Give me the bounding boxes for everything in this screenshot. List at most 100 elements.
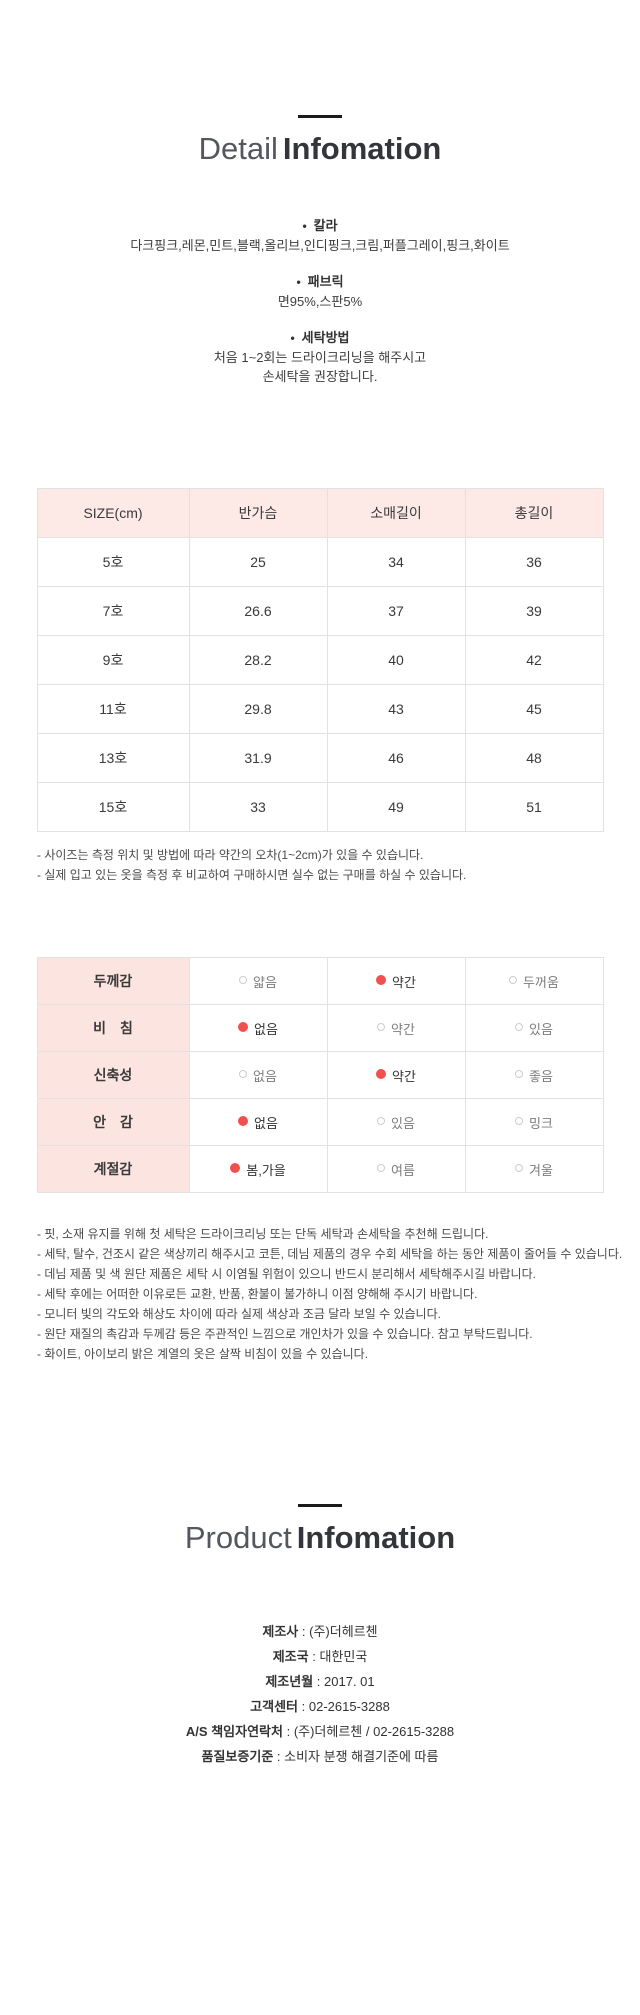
spec-label: 칼라 [0, 216, 640, 236]
size-table-cell: 25 [188, 537, 328, 587]
spec-label: 패브릭 [0, 272, 640, 292]
product-info-label: 제조국 [272, 1649, 309, 1664]
radio-unselected-icon [515, 1117, 524, 1125]
feature-option-cell: 없음 [188, 1051, 328, 1099]
product-info-value: 소비자 분쟁 해결기준에 따름 [284, 1749, 439, 1764]
product-info-line: 고객센터 : 02-2615-3288 [250, 1699, 390, 1714]
radio-selected-icon [238, 1116, 249, 1126]
size-table-row: 9호 28.2 40 42 [36, 635, 604, 685]
feature-row: 안 감 없음 있음 밍크 [36, 1098, 604, 1146]
feature-option-label: 좋음 [529, 1068, 553, 1084]
size-table-cell: 51 [464, 782, 604, 832]
feature-option-label: 있음 [391, 1115, 415, 1131]
feature-table-body: 두께감 얇음 약간 두꺼움 비 침 없음 약간 있음 신축성 없음 약간 좋음 안 감 없음 있음 밍크 계절감… [36, 957, 604, 1193]
feature-option-cell: 약간 [326, 957, 466, 1005]
size-table-cell: 29.8 [188, 684, 328, 734]
size-table-cell: 11호 [36, 684, 190, 734]
feature-option-cell: 좋음 [464, 1051, 604, 1099]
feature-label-cell: 안 감 [36, 1098, 190, 1146]
feature-option-cell: 겨울 [464, 1145, 604, 1193]
feature-label-cell: 계절감 [36, 1145, 190, 1193]
feature-option-label: 약간 [392, 1068, 416, 1084]
feature-option-label: 없음 [254, 1115, 278, 1131]
size-table-cell: 26.6 [188, 586, 328, 636]
product-section-title: Product Infomation [0, 1519, 640, 1557]
size-table-header-row: SIZE(cm) 반가슴 소매길이 총길이 [36, 488, 604, 538]
feature-label-cell: 비 침 [36, 1004, 190, 1052]
feature-option-label: 없음 [253, 1068, 277, 1084]
size-table-cell: 48 [464, 733, 604, 783]
feature-table: 두께감 얇음 약간 두꺼움 비 침 없음 약간 있음 신축성 없음 약간 좋음 안 감 없음 있음 밍크 계절감… [36, 957, 604, 1193]
size-notes: - 사이즈는 측정 위치 및 방법에 따라 약간의 오차(1~2cm)가 있을 … [37, 845, 640, 885]
product-info-value: (주)더헤르첸 [309, 1624, 378, 1639]
size-table-cell: 46 [326, 733, 466, 783]
size-table-cell: 39 [464, 586, 604, 636]
radio-unselected-icon [509, 976, 518, 984]
care-notes: - 핏, 소재 유지를 위해 첫 세탁은 드라이크리닝 또는 단독 세탁과 손세… [37, 1224, 640, 1364]
size-table-cell: 13호 [36, 733, 190, 783]
radio-selected-icon [238, 1022, 249, 1032]
care-note-line: - 원단 재질의 촉감과 두께감 등은 주관적인 느낌으로 개인차가 있을 수 … [37, 1327, 533, 1341]
feature-row: 계절감 봄,가을 여름 겨울 [36, 1145, 604, 1193]
radio-selected-icon [376, 1069, 387, 1079]
size-table-cell: 42 [464, 635, 604, 685]
feature-option-cell: 있음 [326, 1098, 466, 1146]
detail-section-title: Detail Infomation [0, 130, 640, 168]
radio-unselected-icon [239, 1070, 248, 1078]
product-info-label: 품질보증기준 [201, 1749, 274, 1764]
spec-text: 면95%,스판5% [277, 294, 363, 309]
size-table-cell: 37 [326, 586, 466, 636]
detail-title-light: Detail [198, 131, 278, 166]
radio-unselected-icon [377, 1164, 386, 1172]
detail-section-divider [298, 115, 342, 118]
size-table-row: 13호 31.9 46 48 [36, 733, 604, 783]
care-note-line: - 세탁, 탈수, 건조시 같은 색상끼리 해주시고 코튼, 데님 제품의 경우… [37, 1247, 623, 1261]
feature-option-cell: 없음 [188, 1098, 328, 1146]
feature-row: 신축성 없음 약간 좋음 [36, 1051, 604, 1099]
feature-option-cell: 여름 [326, 1145, 466, 1193]
product-info-label: 고객센터 [250, 1699, 299, 1714]
radio-selected-icon [376, 975, 387, 985]
care-note-line: - 세탁 후에는 어떠한 이유로든 교환, 반품, 환불이 불가하니 이점 양해… [37, 1287, 478, 1301]
feature-option-cell: 봄,가을 [188, 1145, 328, 1193]
radio-selected-icon [230, 1163, 241, 1173]
size-table-cell: 9호 [36, 635, 190, 685]
detail-title-bold: Infomation [282, 131, 442, 166]
product-title-bold: Infomation [296, 1520, 456, 1555]
feature-label-cell: 두께감 [36, 957, 190, 1005]
size-table-row: 7호 26.6 37 39 [36, 586, 604, 636]
size-table-header-cell: 반가슴 [188, 488, 328, 538]
size-table-header-cell: 총길이 [464, 488, 604, 538]
feature-row: 두께감 얇음 약간 두꺼움 [36, 957, 604, 1005]
feature-option-label: 얇음 [253, 974, 277, 990]
care-note-line: - 모니터 빛의 각도와 해상도 차이에 따라 실제 색상과 조금 달라 보일 … [37, 1307, 441, 1321]
spec-text: 처음 1~2회는 드라이크리닝을 해주시고 [213, 350, 427, 365]
feature-option-cell: 밍크 [464, 1098, 604, 1146]
size-table-cell: 40 [326, 635, 466, 685]
size-table-row: 11호 29.8 43 45 [36, 684, 604, 734]
size-table-cell: 34 [326, 537, 466, 587]
radio-unselected-icon [377, 1023, 386, 1031]
feature-option-label: 밍크 [529, 1115, 553, 1131]
product-info-line: 제조국 : 대한민국 [272, 1649, 368, 1664]
feature-option-cell: 없음 [188, 1004, 328, 1052]
feature-option-label: 두꺼움 [523, 974, 559, 990]
feature-option-cell: 있음 [464, 1004, 604, 1052]
feature-option-label: 있음 [529, 1021, 553, 1037]
feature-option-label: 약간 [392, 974, 416, 990]
feature-option-label: 없음 [254, 1021, 278, 1037]
feature-option-label: 여름 [391, 1162, 415, 1178]
feature-option-label: 약간 [391, 1021, 415, 1037]
size-table-cell: 31.9 [188, 733, 328, 783]
product-info-label: 제조사 [262, 1624, 299, 1639]
spec-sections: 칼라다크핑크,레몬,민트,블랙,올리브,인디핑크,크림,퍼플그레이,핑크,화이트… [0, 216, 640, 386]
product-info-value: 2017. 01 [324, 1674, 375, 1689]
product-info-label: A/S 책임자연락처 [185, 1724, 283, 1739]
feature-option-cell: 약간 [326, 1051, 466, 1099]
care-note-line: - 데님 제품 및 색 원단 제품은 세탁 시 이염될 위험이 있으니 반드시 … [37, 1267, 536, 1281]
size-table-cell: 36 [464, 537, 604, 587]
size-table-cell: 49 [326, 782, 466, 832]
